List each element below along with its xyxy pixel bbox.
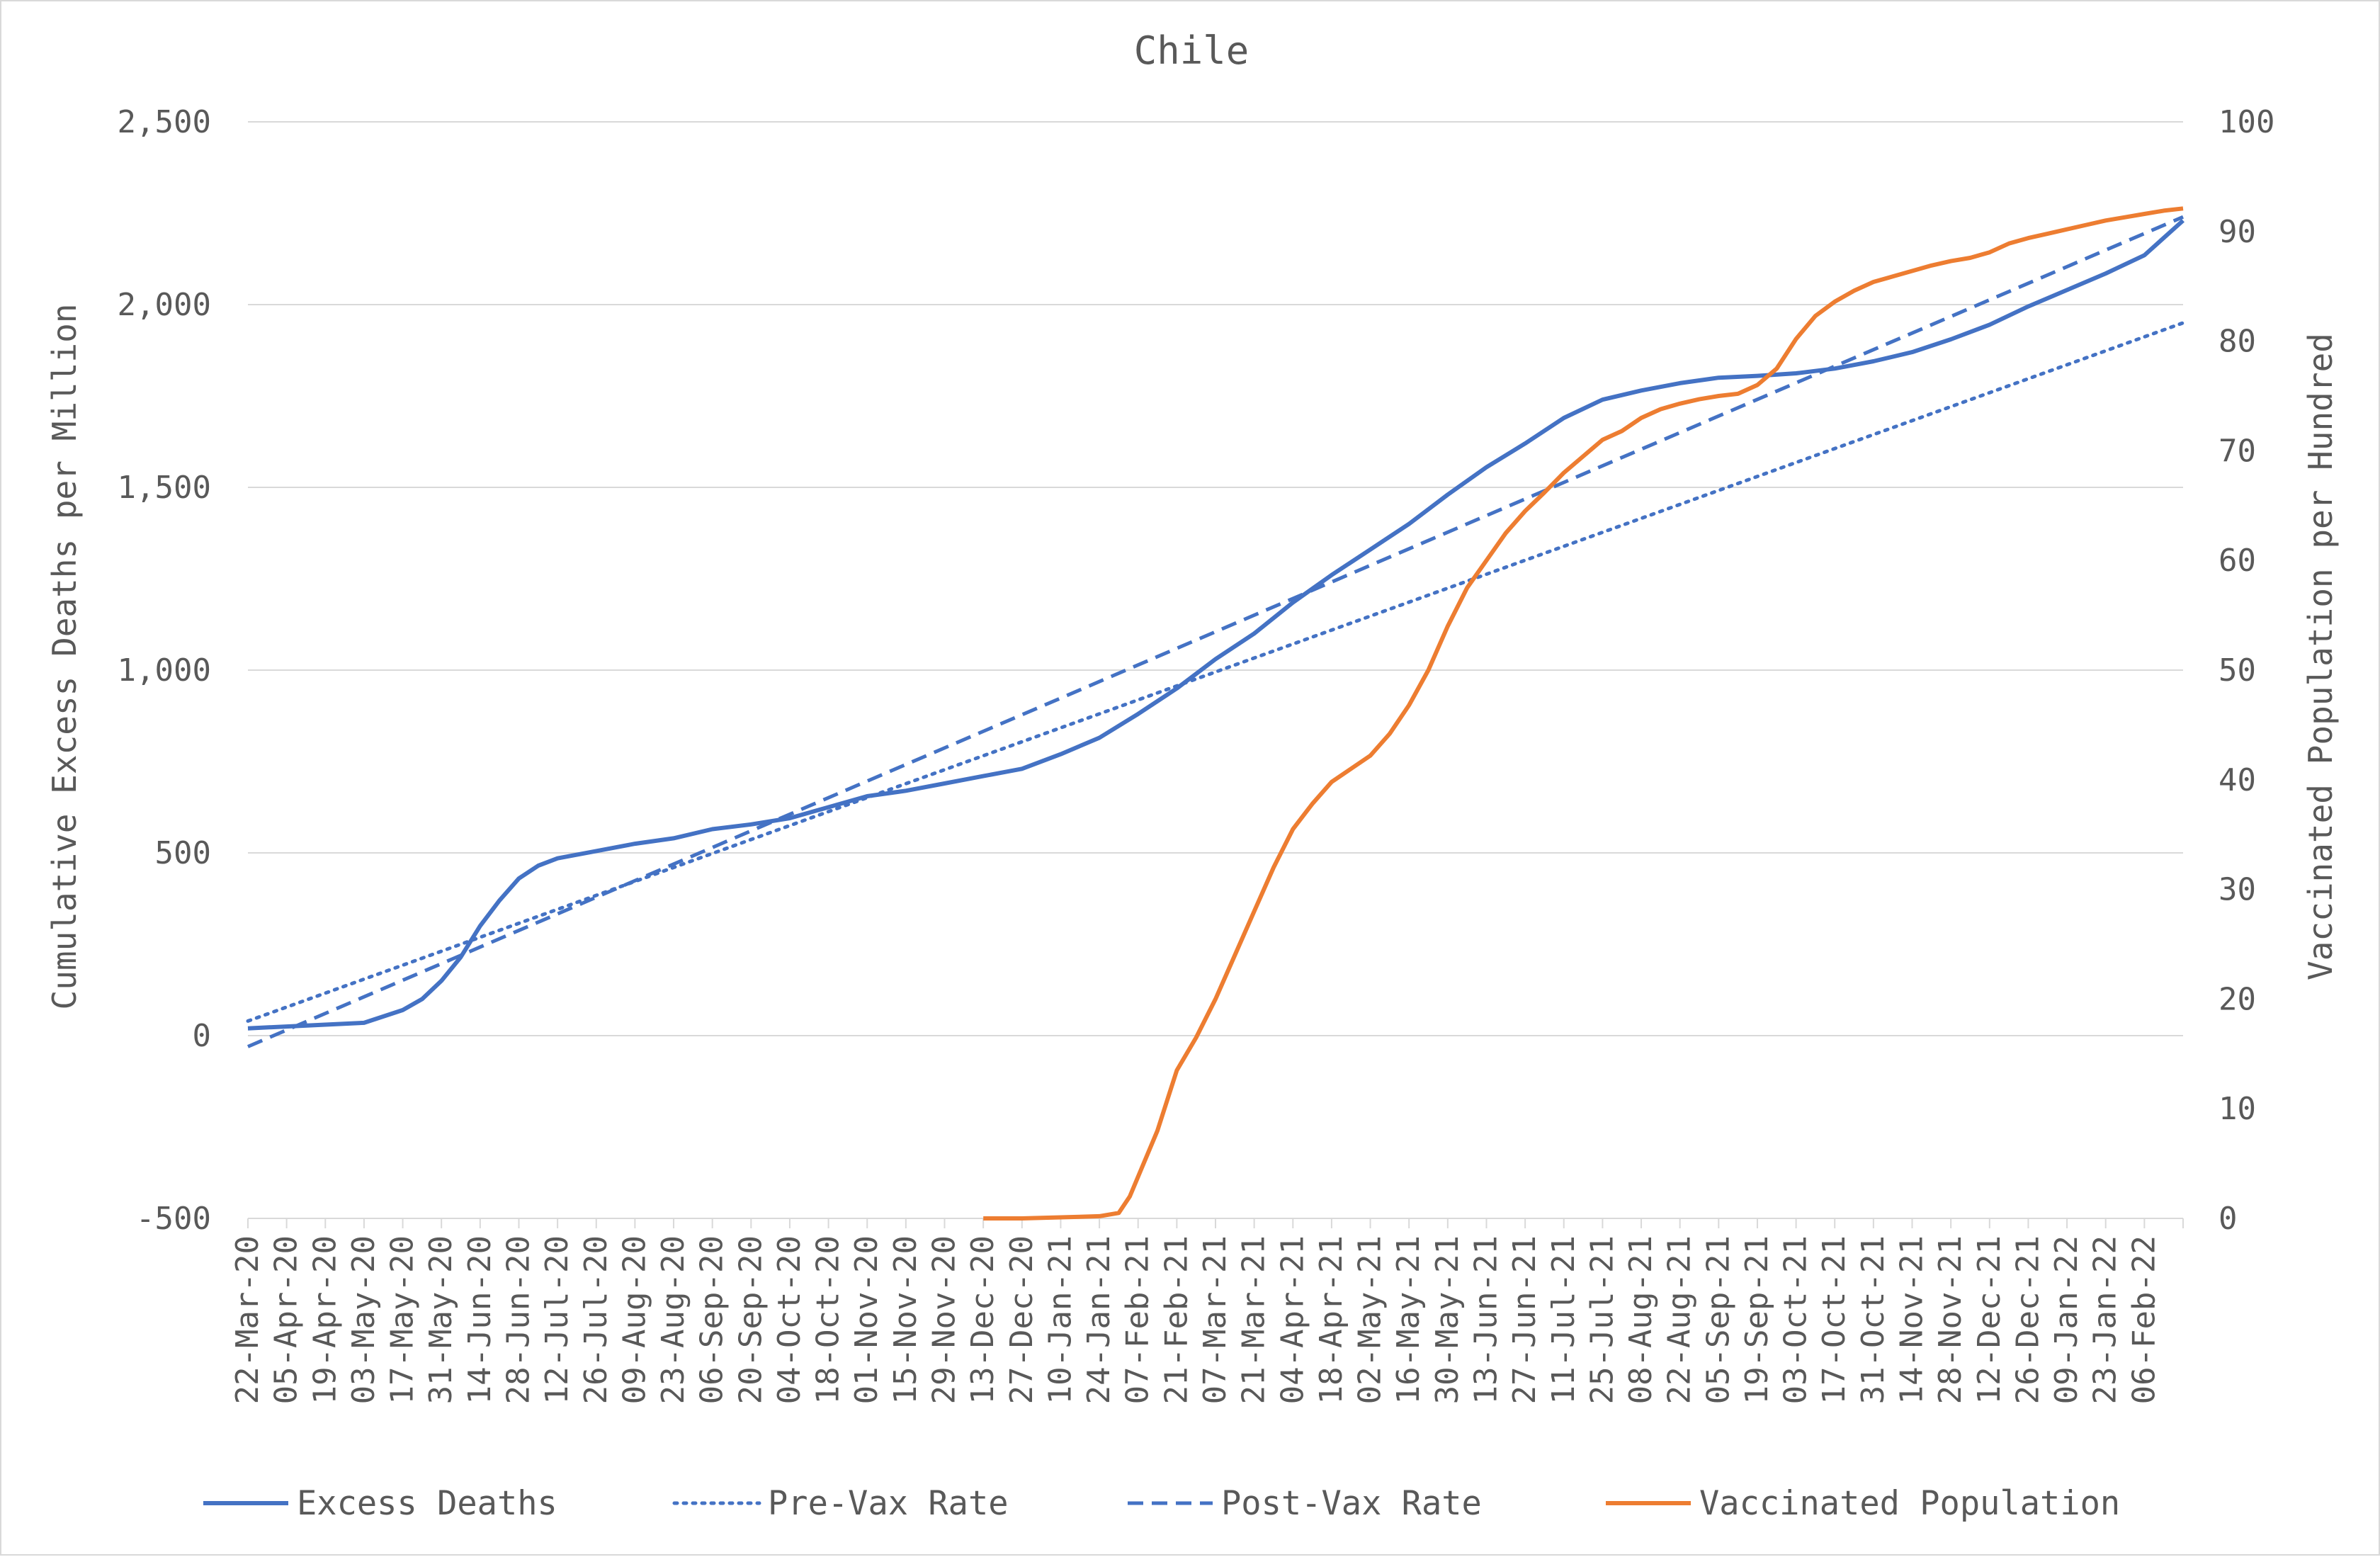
series-lines [246, 206, 2185, 1221]
y-axis-right-ticks: 0 10 20 30 40 50 60 70 80 90 100 [2218, 104, 2274, 1237]
x-tick-label: 21-Mar-21 [1236, 1235, 1272, 1404]
x-tick-label: 06-Feb-22 [2126, 1235, 2162, 1404]
x-tick-label: 26-Dec-21 [2010, 1235, 2046, 1404]
y-tick-label: 500 [155, 835, 211, 871]
x-tick-label: 09-Jan-22 [2048, 1235, 2085, 1404]
series-line-post-vax-rate [247, 215, 2184, 1048]
x-tick-label: 12-Jul-20 [539, 1235, 575, 1404]
series-line-vaccinated-population [983, 206, 2184, 1221]
x-tick-label: 11-Jul-21 [1546, 1235, 1582, 1404]
x-tick-label: 17-Oct-21 [1816, 1235, 1852, 1404]
y2-tick-label: 30 [2218, 872, 2256, 908]
x-tick-label: 17-May-20 [385, 1235, 421, 1404]
x-tick-label: 22-Aug-21 [1662, 1235, 1698, 1404]
y-axis-left-ticks: -500 0 500 1,000 1,500 2,000 2,500 [118, 104, 211, 1237]
y2-tick-label: 60 [2218, 543, 2256, 579]
x-tick-label: 31-May-20 [423, 1235, 459, 1404]
y-tick-label: 1,000 [118, 652, 211, 689]
x-tick-label: 04-Oct-20 [771, 1235, 808, 1404]
x-tick-label: 05-Sep-21 [1700, 1235, 1736, 1404]
legend-label: Excess Deaths [297, 1484, 557, 1523]
x-tick-label: 13-Dec-20 [965, 1235, 1001, 1404]
x-tick-label: 27-Jun-21 [1507, 1235, 1543, 1404]
y2-tick-label: 0 [2218, 1201, 2238, 1237]
y-tick-label: 2,500 [118, 104, 211, 140]
y2-tick-label: 50 [2218, 652, 2256, 689]
x-tick-label: 14-Jun-20 [462, 1235, 498, 1404]
x-tick-label: 29-Nov-20 [926, 1235, 963, 1404]
y-tick-label: 1,500 [118, 470, 211, 506]
x-tick-label: 16-May-21 [1390, 1235, 1427, 1404]
x-tick-label: 20-Sep-20 [732, 1235, 769, 1404]
x-tick-label: 24-Jan-21 [1081, 1235, 1117, 1404]
x-tick-label: 12-Dec-21 [1971, 1235, 2007, 1404]
y-axis-left-title: Cumulative Excess Deaths per Million [45, 304, 84, 1010]
x-tick-label: 18-Apr-21 [1313, 1235, 1349, 1404]
y-tick-label: 2,000 [118, 287, 211, 323]
y2-tick-label: 90 [2218, 214, 2256, 250]
y2-tick-label: 80 [2218, 324, 2256, 360]
x-tick-label: 01-Nov-20 [849, 1235, 885, 1404]
legend-label: Post-Vax Rate [1221, 1484, 1482, 1523]
x-tick-label: 26-Jul-20 [578, 1235, 614, 1404]
x-tick-label: 03-Oct-21 [1778, 1235, 1814, 1404]
x-tick-label: 22-Mar-20 [230, 1235, 266, 1404]
y-tick-label: 0 [193, 1018, 212, 1054]
x-tick-label: 19-Apr-20 [307, 1235, 343, 1404]
x-tick-label: 07-Mar-21 [1197, 1235, 1233, 1404]
x-tick-label: 31-Oct-21 [1855, 1235, 1891, 1404]
x-axis-ticks: 22-Mar-20 05-Apr-20 19-Apr-20 03-May-20 17-M… [230, 1218, 2184, 1404]
x-tick-label: 05-Apr-20 [268, 1235, 305, 1404]
x-tick-label: 28-Jun-20 [500, 1235, 536, 1404]
chart-title: Chile [1134, 28, 1250, 73]
x-tick-label: 21-Feb-21 [1158, 1235, 1194, 1404]
x-tick-label: 02-May-21 [1352, 1235, 1388, 1404]
x-tick-label: 19-Sep-21 [1739, 1235, 1775, 1404]
y2-tick-label: 20 [2218, 981, 2256, 1017]
y2-tick-label: 70 [2218, 433, 2256, 469]
x-tick-label: 10-Jan-21 [1042, 1235, 1078, 1404]
y-tick-label: -500 [136, 1201, 211, 1237]
y2-tick-label: 10 [2218, 1091, 2256, 1127]
x-tick-label: 27-Dec-20 [1004, 1235, 1040, 1404]
x-tick-label: 09-Aug-20 [616, 1235, 652, 1404]
y2-tick-label: 100 [2218, 104, 2274, 140]
x-tick-label: 28-Nov-21 [1932, 1235, 1968, 1404]
x-tick-label: 06-Sep-20 [694, 1235, 730, 1404]
x-tick-label: 08-Aug-21 [1623, 1235, 1659, 1404]
legend-label: Vaccinated Population [1699, 1484, 2120, 1523]
legend-label: Pre-Vax Rate [768, 1484, 1009, 1523]
x-tick-label: 04-Apr-21 [1274, 1235, 1310, 1404]
x-tick-label: 13-Jun-21 [1468, 1235, 1504, 1404]
y-axis-right-title: Vaccinated Population per Hundred [2301, 333, 2340, 980]
x-tick-label: 07-Feb-21 [1120, 1235, 1156, 1404]
x-tick-label: 23-Jan-22 [2087, 1235, 2124, 1404]
x-tick-label: 15-Nov-20 [888, 1235, 924, 1404]
x-tick-label: 23-Aug-20 [655, 1235, 691, 1404]
x-tick-label: 30-May-21 [1429, 1235, 1466, 1404]
gridlines [248, 121, 2183, 1219]
x-tick-label: 25-Jul-21 [1584, 1235, 1620, 1404]
legend: Excess Deaths Pre-Vax Rate Post-Vax Rate Va… [203, 1484, 2120, 1523]
y2-tick-label: 40 [2218, 762, 2256, 798]
series-line-pre-vax-rate [246, 321, 2185, 1023]
x-tick-label: 03-May-20 [346, 1235, 382, 1404]
series-line-excess-deaths [247, 219, 2185, 1031]
x-tick-label: 14-Nov-21 [1894, 1235, 1930, 1404]
x-tick-label: 18-Oct-20 [810, 1235, 846, 1404]
